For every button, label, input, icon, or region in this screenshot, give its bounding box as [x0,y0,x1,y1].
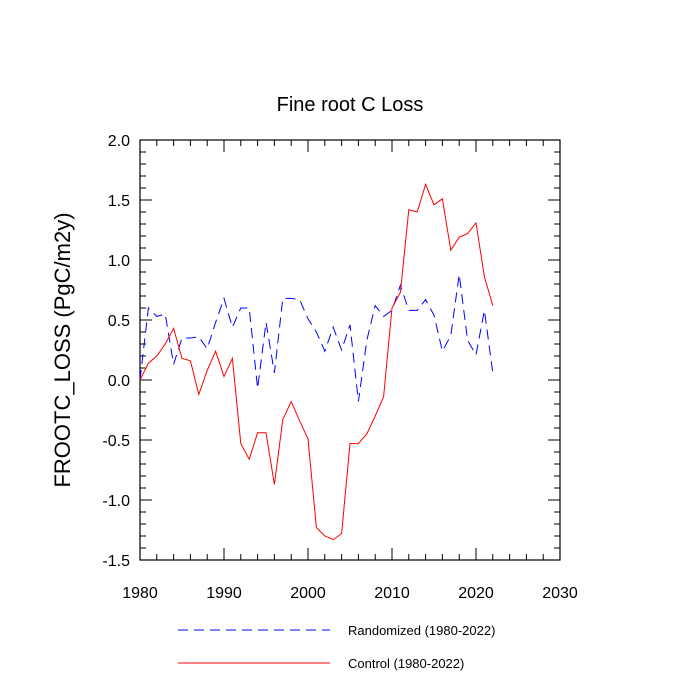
series-line-randomized [139,274,494,402]
plot-frame [139,139,561,561]
y-tick-label: 2.0 [108,133,130,150]
x-tick-label: 1990 [206,585,242,602]
x-tick-label: 2000 [290,585,326,602]
y-tick-label: -1.0 [102,493,130,510]
chart-title: Fine root C Loss [277,94,424,116]
legend-entry-label: Randomized (1980-2022) [348,623,495,638]
y-tick-label: 1.5 [108,193,130,210]
y-tick-label: 0.5 [108,313,130,330]
y-tick-label: -1.5 [102,553,130,570]
x-tick-label: 2010 [374,585,410,602]
y-tick-label: 0.0 [108,373,130,390]
x-tick-label: 2030 [542,585,578,602]
x-tick-label: 2020 [458,585,494,602]
x-tick-label: 1980 [122,585,158,602]
y-tick-label: -0.5 [102,433,130,450]
y-tick-label: 1.0 [108,253,130,270]
series-line-control [139,182,494,541]
legend-entry-label: Control (1980-2022) [348,656,464,671]
y-axis-label: FROOTC_LOSS (PgC/m2y) [50,212,75,487]
